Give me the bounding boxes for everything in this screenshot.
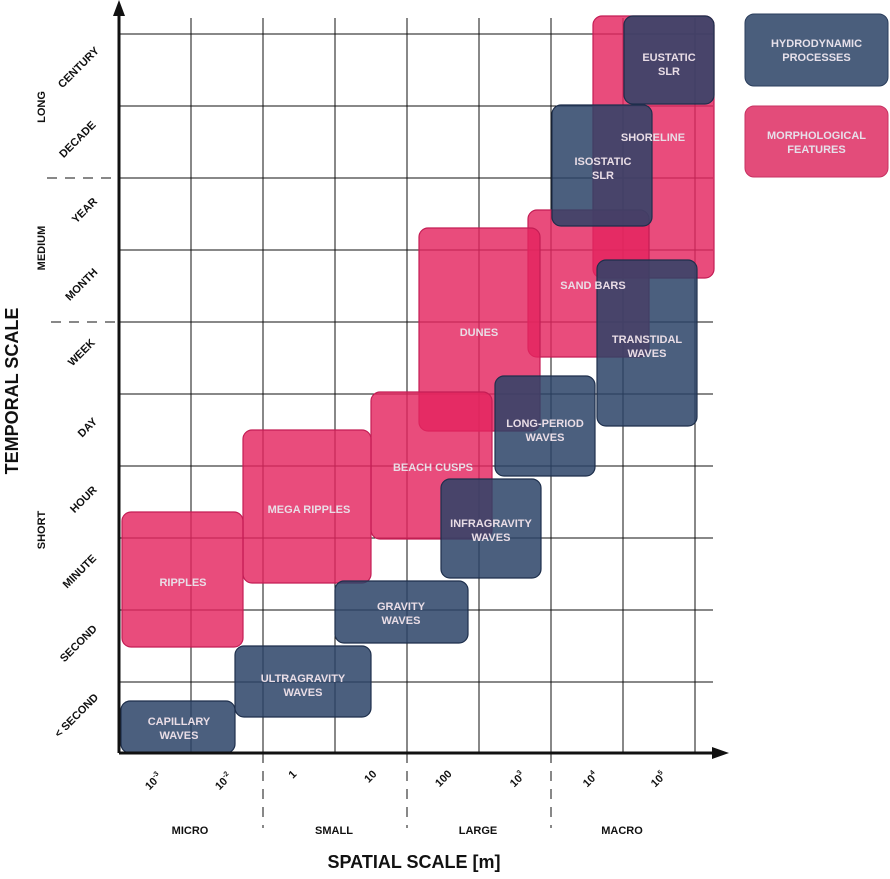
gravity-waves-label: GRAVITY — [377, 601, 426, 613]
y-axis-title: TEMPORAL SCALE — [2, 308, 22, 475]
ripples-box — [121, 511, 244, 648]
shoreline-label: SHORELINE — [621, 132, 685, 144]
long-period-waves-label: LONG-PERIOD — [506, 418, 584, 430]
x-group-label: LARGE — [459, 825, 498, 837]
ultragravity-waves-box — [234, 645, 372, 718]
x-tick-exponent: 5 — [657, 769, 665, 777]
y-tick-label: DECADE — [57, 119, 98, 160]
y-tick-label: WEEK — [66, 337, 98, 369]
y-tick-label: MONTH — [63, 266, 100, 303]
x-tick-label: 100 — [433, 768, 454, 789]
x-tick-base: 10 — [362, 768, 379, 785]
isostatic-slr-box — [551, 104, 653, 227]
x-tick-label: 105 — [648, 769, 669, 790]
x-group-label: MICRO — [172, 825, 209, 837]
capillary-waves-label: CAPILLARY — [148, 716, 211, 728]
transtidal-waves-box — [596, 259, 698, 427]
y-tick-label: < SECOND — [53, 692, 102, 741]
x-tick-base: 10 — [508, 773, 525, 790]
x-tick-label: 10-2 — [212, 770, 234, 792]
y-group-label: MEDIUM — [36, 226, 48, 271]
mega-ripples-label: MEGA RIPPLES — [268, 504, 351, 516]
x-group-label: SMALL — [315, 825, 353, 837]
x-tick-exponent: -2 — [221, 770, 230, 779]
x-tick-base: 10 — [143, 776, 160, 793]
x-tick-base: 10 — [213, 776, 230, 793]
y-tick-label: DAY — [76, 415, 101, 440]
x-tick-label: 10-3 — [142, 770, 164, 792]
legend-morph-label: FEATURES — [787, 144, 845, 156]
y-tick-label: CENTURY — [56, 45, 102, 91]
eustatic-slr-box — [623, 15, 715, 105]
y-tick-label: SECOND — [58, 623, 100, 665]
legend-hydro-swatch — [744, 13, 889, 87]
beach-cusps-label: BEACH CUSPS — [393, 462, 473, 474]
isostatic-slr-label: ISOSTATIC — [574, 156, 631, 168]
legend-hydro-label: HYDRODYNAMIC — [771, 38, 862, 50]
x-axis-title: SPATIAL SCALE [m] — [327, 852, 500, 872]
ultragravity-waves-label: WAVES — [284, 687, 323, 699]
feature-boxes: SHORELINE SAND BARS DUNES BEACH CUSPS MEGA R… — [120, 15, 715, 754]
gravity-waves-box — [334, 580, 469, 644]
legend: HYDRODYNAMIC PROCESSES MORPHOLOGICAL FEATUR… — [744, 13, 889, 178]
dunes-label: DUNES — [460, 327, 499, 339]
legend-hydro-label: PROCESSES — [782, 52, 850, 64]
transtidal-waves-label: TRANSTIDAL — [612, 334, 683, 346]
y-tick-label: MINUTE — [61, 553, 99, 591]
eustatic-slr-label: EUSTATIC — [642, 52, 695, 64]
x-tick-label: 1 — [286, 768, 299, 781]
x-tick-label: 10 — [362, 768, 379, 785]
x-tick-base: 10 — [581, 773, 598, 790]
mega-ripples-box — [242, 429, 372, 584]
axes — [47, 0, 729, 828]
y-axis-arrow — [113, 0, 125, 16]
infragravity-waves-label: WAVES — [472, 532, 511, 544]
y-tick-label: HOUR — [68, 484, 99, 515]
long-period-waves-label: WAVES — [526, 432, 565, 444]
capillary-waves-label: WAVES — [160, 730, 199, 742]
y-tick-label: YEAR — [70, 196, 100, 226]
x-group-label: MACRO — [601, 825, 643, 837]
y-group-label: LONG — [36, 91, 48, 123]
x-tick-base: 1 — [286, 768, 299, 781]
ripples-label: RIPPLES — [159, 577, 206, 589]
x-tick-exponent: 3 — [516, 769, 524, 777]
transtidal-waves-label: WAVES — [628, 348, 667, 360]
infragravity-waves-box — [440, 478, 542, 579]
infragravity-waves-label: INFRAGRAVITY — [450, 518, 532, 530]
eustatic-slr-label: SLR — [658, 66, 680, 78]
x-tick-base: 100 — [433, 768, 454, 789]
legend-morph-label: MORPHOLOGICAL — [767, 130, 866, 142]
legend-morph-swatch — [744, 105, 889, 178]
gravity-waves-label: WAVES — [382, 615, 421, 627]
x-tick-exponent: 4 — [589, 769, 597, 777]
x-tick-label: 104 — [580, 769, 601, 790]
x-axis-arrow — [712, 747, 729, 759]
x-tick-exponent: -3 — [151, 770, 160, 779]
sand-bars-label: SAND BARS — [560, 280, 625, 292]
y-group-label: SHORT — [36, 510, 48, 549]
x-tick-base: 10 — [649, 773, 666, 790]
isostatic-slr-label: SLR — [592, 170, 614, 182]
x-tick-label: 103 — [507, 769, 528, 790]
long-period-waves-box — [494, 375, 596, 477]
ultragravity-waves-label: ULTRAGRAVITY — [261, 673, 346, 685]
